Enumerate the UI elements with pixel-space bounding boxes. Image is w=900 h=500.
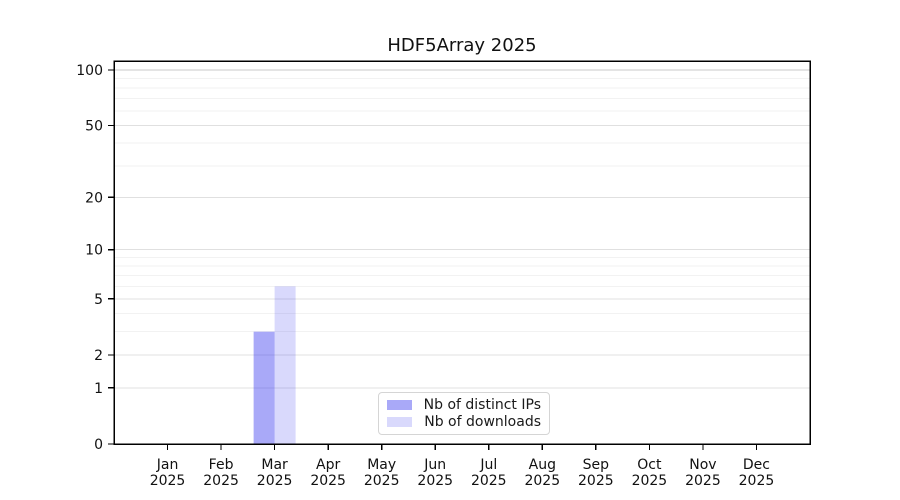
x-tick-label-year: 2025 — [471, 473, 507, 489]
x-tick-label-month: Oct — [637, 457, 662, 473]
x-tick-label-year: 2025 — [578, 473, 614, 489]
x-tick-label-month: Jun — [423, 457, 446, 473]
chart-title: HDF5Array 2025 — [387, 35, 536, 56]
x-tick-label-year: 2025 — [310, 473, 346, 489]
y-tick-label: 100 — [76, 63, 103, 79]
x-tick-label-month: Jul — [479, 457, 497, 473]
y-tick-label: 50 — [85, 118, 103, 134]
x-tick-label-month: May — [367, 457, 396, 473]
legend-label-distinct-ips: Nb of distinct IPs — [423, 397, 541, 413]
x-tick-label-month: Apr — [316, 457, 340, 473]
x-tick-label-year: 2025 — [524, 473, 560, 489]
x-tick-label-month: Nov — [689, 457, 716, 473]
legend-swatch-distinct-ips — [387, 400, 412, 410]
y-tick-label: 20 — [85, 190, 103, 206]
x-tick-label-year: 2025 — [632, 473, 668, 489]
x-tick-label-month: Feb — [209, 457, 234, 473]
plot-border — [113, 60, 811, 445]
x-tick-label-year: 2025 — [203, 473, 239, 489]
x-tick-label-month: Aug — [529, 457, 556, 473]
x-tick-label-year: 2025 — [364, 473, 400, 489]
y-tick-label: 10 — [85, 243, 103, 259]
y-tick-label: 2 — [94, 348, 103, 364]
legend-item-downloads: Nb of downloads — [387, 415, 541, 429]
bar-distinct-ips-mar-2025 — [253, 331, 275, 444]
legend-item-distinct-ips: Nb of distinct IPs — [387, 398, 541, 412]
legend-label-downloads: Nb of downloads — [424, 414, 541, 430]
x-tick-label-year: 2025 — [685, 473, 721, 489]
x-tick-label-month: Sep — [583, 457, 610, 473]
x-tick-label-year: 2025 — [257, 473, 293, 489]
x-tick-label-year: 2025 — [417, 473, 453, 489]
x-tick-label-month: Jan — [156, 457, 179, 473]
x-tick-label-year: 2025 — [739, 473, 775, 489]
y-tick-label: 1 — [94, 381, 103, 397]
bar-downloads-mar-2025 — [274, 286, 296, 444]
y-tick-label: 5 — [94, 292, 103, 308]
legend: Nb of distinct IPs Nb of downloads — [378, 392, 550, 435]
x-tick-label-month: Mar — [261, 457, 288, 473]
x-tick-label-year: 2025 — [150, 473, 186, 489]
y-tick-label: 0 — [94, 437, 103, 453]
x-tick-label-month: Dec — [743, 457, 770, 473]
legend-swatch-downloads — [387, 417, 413, 427]
